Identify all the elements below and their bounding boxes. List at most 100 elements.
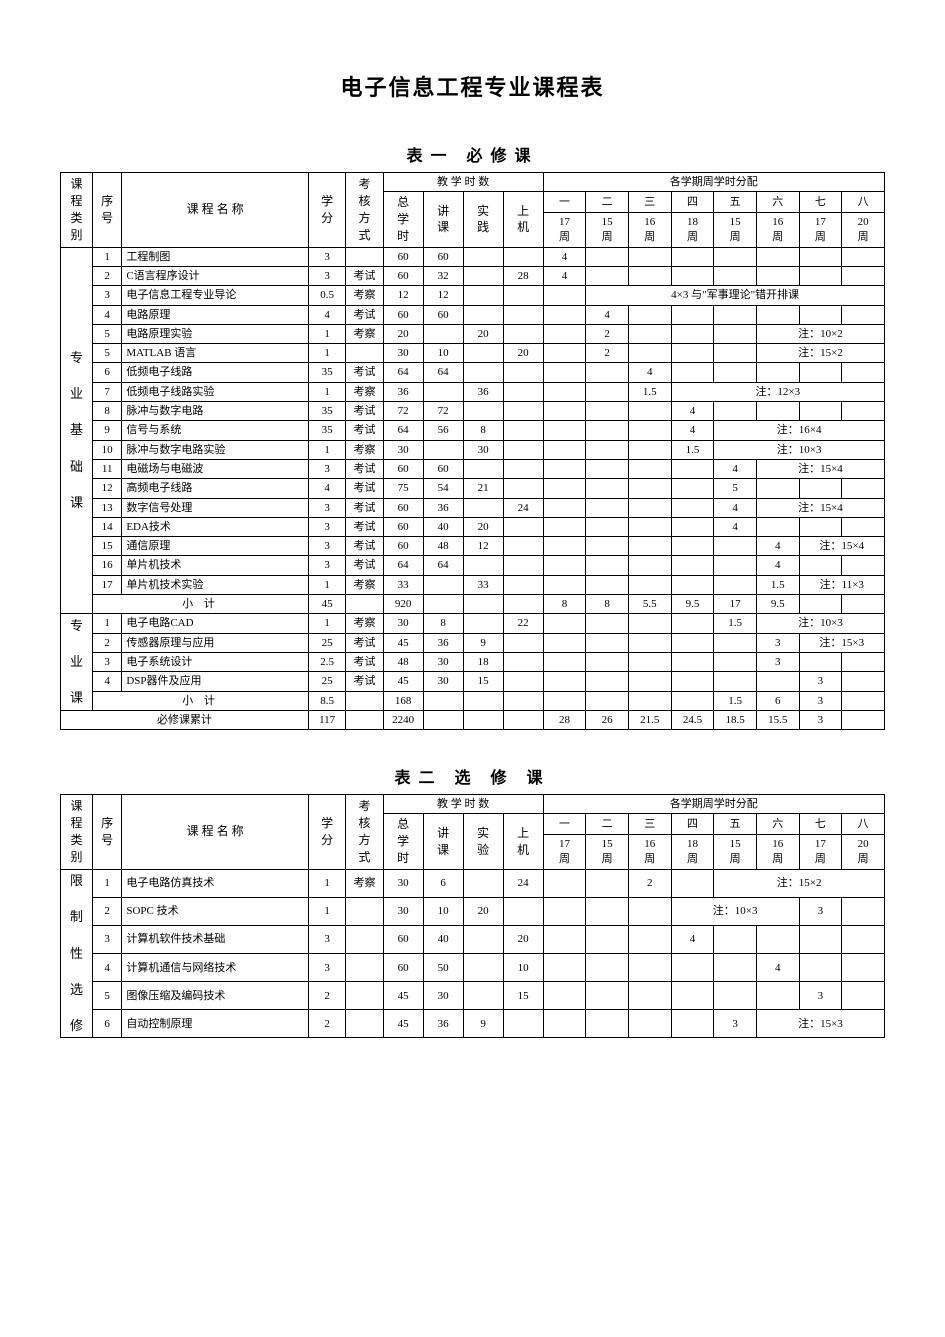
cell-coursename: 脉冲与数字电路 — [122, 402, 309, 421]
cell-sem — [628, 479, 671, 498]
cell-seq: 1 — [93, 247, 122, 266]
cell-sem — [543, 344, 586, 363]
cell-sem — [543, 869, 586, 897]
cell-seq: 13 — [93, 498, 122, 517]
cell-hours: 20 — [463, 897, 503, 925]
hdr-sem-wk-0: 17周 — [543, 834, 586, 869]
cell-sem — [543, 926, 586, 954]
cell-coursename: 工程制图 — [122, 247, 309, 266]
cell-hours: 64 — [383, 363, 423, 382]
hdr-sem-num-3: 四 — [671, 192, 714, 212]
cell-hours: 36 — [423, 1010, 463, 1038]
cell-hours: 30 — [383, 869, 423, 897]
cell-sem — [543, 897, 586, 925]
cell-hours: 60 — [423, 305, 463, 324]
cell-coursename: 计算机软件技术基础 — [122, 926, 309, 954]
cell-sem — [543, 402, 586, 421]
cell-exam: 考试 — [346, 421, 383, 440]
cell-note: 注：15×4 — [799, 537, 884, 556]
cell-note: 注：15×2 — [714, 869, 885, 897]
cell-hours: 48 — [383, 652, 423, 671]
cell-credit: 1 — [308, 897, 345, 925]
subtotal-credit: 8.5 — [308, 691, 345, 710]
cell-sem: 1.5 — [714, 614, 757, 633]
cell-sem — [586, 363, 629, 382]
grand-credit: 117 — [308, 710, 345, 729]
cell-sem — [628, 672, 671, 691]
cell-sem — [799, 266, 842, 285]
cell-sem — [586, 498, 629, 517]
grand-exam — [346, 710, 383, 729]
cell-sem — [628, 517, 671, 536]
cell-sem — [628, 633, 671, 652]
cell-hours — [503, 672, 543, 691]
cell-exam: 考察 — [346, 324, 383, 343]
hdr-name: 课 程 名 称 — [122, 795, 309, 870]
subtotal-sem: 9.5 — [756, 595, 799, 614]
hdr-seq: 序号 — [93, 795, 122, 870]
cell-hours: 30 — [383, 440, 423, 459]
cell-hours: 20 — [503, 344, 543, 363]
cell-sem: 4 — [671, 421, 714, 440]
cell-sem — [628, 614, 671, 633]
cell-sem — [586, 652, 629, 671]
cell-hours: 24 — [503, 869, 543, 897]
cell-hours: 64 — [383, 421, 423, 440]
cell-sem — [543, 479, 586, 498]
subtotal-sem — [671, 691, 714, 710]
cell-exam: 考试 — [346, 517, 383, 536]
cell-seq: 7 — [93, 382, 122, 401]
cell-hours: 60 — [383, 517, 423, 536]
cell-seq: 9 — [93, 421, 122, 440]
cell-hours — [423, 324, 463, 343]
hdr-seq: 序号 — [93, 173, 122, 248]
cell-sem — [671, 498, 714, 517]
cell-hours: 60 — [383, 459, 423, 478]
hdr-credit: 学分 — [308, 173, 345, 248]
cell-sem: 4 — [543, 247, 586, 266]
hdr-sem-num-2: 三 — [628, 192, 671, 212]
cell-sem — [671, 305, 714, 324]
cell-sem — [543, 305, 586, 324]
cell-coursename: DSP器件及应用 — [122, 672, 309, 691]
cell-exam: 考察 — [346, 575, 383, 594]
hdr-sem-wk-0: 17周 — [543, 212, 586, 247]
cell-sem — [671, 954, 714, 982]
subtotal-sem — [799, 595, 842, 614]
cell-seq: 12 — [93, 479, 122, 498]
cell-hours — [463, 305, 503, 324]
cell-hours: 60 — [423, 459, 463, 478]
cell-hours: 30 — [423, 982, 463, 1010]
cell-hours: 33 — [463, 575, 503, 594]
cell-sem: 1.5 — [671, 440, 714, 459]
cell-hours: 33 — [383, 575, 423, 594]
cell-sem — [799, 305, 842, 324]
cell-note: 注：16×4 — [714, 421, 885, 440]
cell-sem: 3 — [756, 633, 799, 652]
cell-hours: 45 — [383, 672, 423, 691]
cell-hours: 36 — [383, 382, 423, 401]
cell-sem — [543, 1010, 586, 1038]
grand-sem: 24.5 — [671, 710, 714, 729]
hdr-sem-group: 各学期周学时分配 — [543, 173, 884, 192]
cell-sem — [628, 266, 671, 285]
subtotal-sem: 8 — [586, 595, 629, 614]
cell-sem — [714, 344, 757, 363]
cell-seq: 2 — [93, 897, 122, 925]
cell-sem — [842, 247, 885, 266]
cell-sem — [628, 897, 671, 925]
subtotal-exam — [346, 595, 383, 614]
cell-hours: 64 — [423, 556, 463, 575]
cell-sem — [671, 537, 714, 556]
cell-hours: 9 — [463, 1010, 503, 1038]
cell-sem — [714, 247, 757, 266]
cell-sem — [628, 344, 671, 363]
subtotal-sem: 6 — [756, 691, 799, 710]
cell-credit: 4 — [308, 305, 345, 324]
grand-sem: 15.5 — [756, 710, 799, 729]
hdr-category: 课程类别 — [61, 173, 93, 248]
cell-sem — [586, 954, 629, 982]
cell-sem — [842, 479, 885, 498]
cell-sem — [543, 672, 586, 691]
subtotal-hours — [463, 595, 503, 614]
